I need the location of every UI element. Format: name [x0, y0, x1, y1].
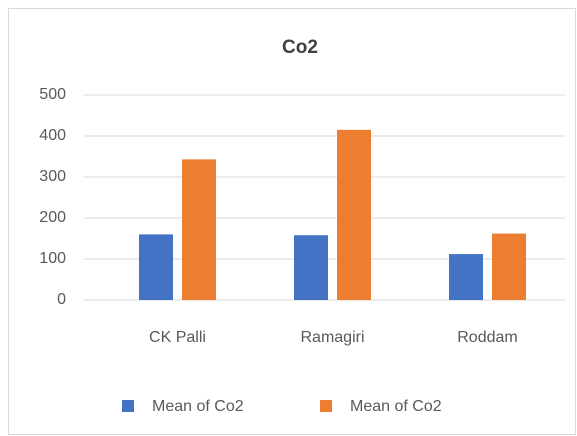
legend-swatch — [122, 400, 134, 412]
x-tick-label: Roddam — [457, 329, 517, 346]
bar — [182, 159, 216, 300]
y-tick-label: 0 — [57, 291, 66, 308]
chart-title: Co2 — [282, 37, 318, 58]
legend-label: Mean of Co2 — [152, 398, 244, 415]
x-tick-label: Ramagiri — [300, 329, 364, 346]
x-tick-label: CK Palli — [149, 329, 206, 346]
y-tick-label: 200 — [39, 209, 66, 226]
bar — [294, 235, 328, 300]
y-tick-label: 500 — [39, 86, 66, 103]
chart-frame — [8, 8, 576, 435]
legend-label: Mean of Co2 — [350, 398, 442, 415]
y-tick-label: 400 — [39, 127, 66, 144]
y-tick-label: 300 — [39, 168, 66, 185]
bar — [139, 234, 173, 300]
bar — [449, 254, 483, 300]
y-tick-label: 100 — [39, 250, 66, 267]
legend-swatch — [320, 400, 332, 412]
bar — [337, 129, 371, 300]
bar — [492, 233, 526, 300]
